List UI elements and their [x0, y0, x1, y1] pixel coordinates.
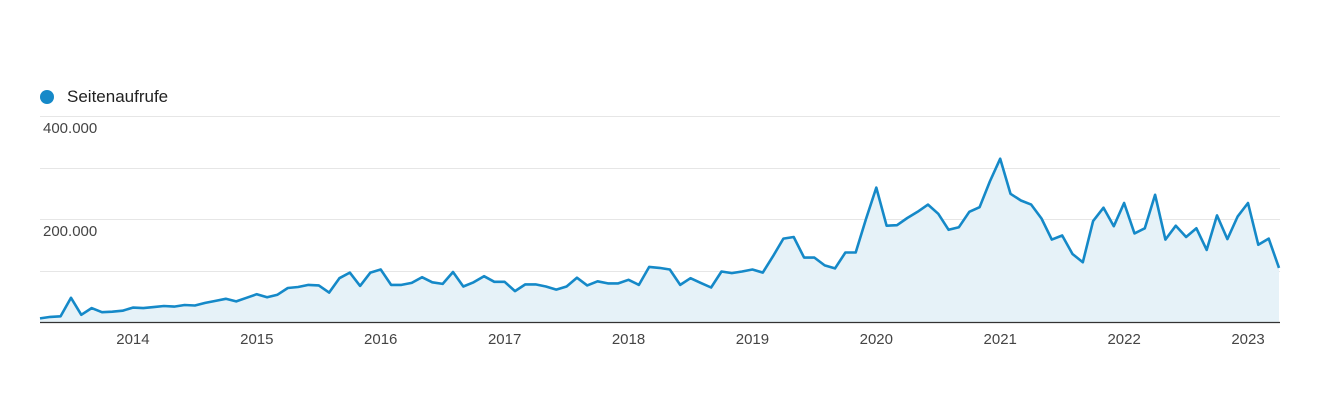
x-tick-label: 2021 [984, 331, 1017, 348]
x-tick-label: 2023 [1231, 331, 1264, 348]
legend-series-label: Seitenaufrufe [67, 87, 169, 106]
series-area [39, 157, 1281, 322]
x-tick-label: 2017 [488, 331, 521, 348]
legend-series-dot [40, 90, 54, 104]
x-tick-label: 2016 [364, 331, 397, 348]
x-tick-label: 2019 [736, 331, 769, 348]
x-tick-label: 2022 [1107, 331, 1140, 348]
x-axis-labels: 2014 2015 2016 2017 2018 2019 2020 2021 2022 2023 [116, 331, 1264, 348]
chart-legend[interactable]: Seitenaufrufe [40, 86, 168, 108]
y-tick-label: 400.000 [43, 120, 97, 137]
x-tick-label: 2020 [860, 331, 893, 348]
x-tick-label: 2018 [612, 331, 645, 348]
x-tick-label: 2015 [240, 331, 273, 348]
series-area-fill [40, 158, 1279, 322]
y-axis-labels: 400.000 200.000 [43, 120, 97, 240]
y-tick-label: 200.000 [43, 223, 97, 240]
series-line [39, 157, 1281, 320]
x-tick-label: 2014 [116, 331, 149, 348]
